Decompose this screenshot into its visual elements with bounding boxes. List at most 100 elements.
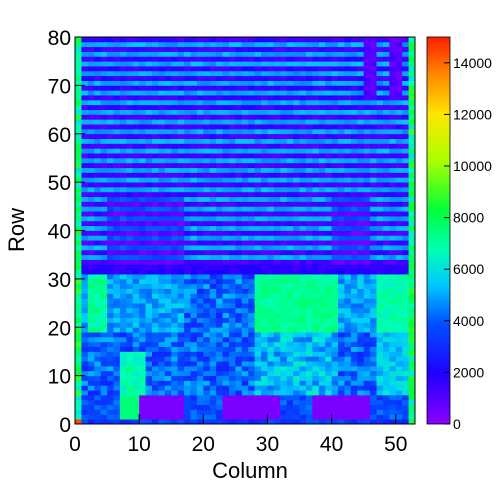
- heatmap-cell: [325, 394, 333, 401]
- heatmap-cell: [203, 346, 211, 352]
- heatmap-cell: [87, 356, 95, 362]
- heatmap-cell: [164, 361, 172, 367]
- heatmap-cell: [145, 46, 153, 52]
- heatmap-cell: [190, 56, 198, 62]
- heatmap-cell: [203, 85, 211, 91]
- heatmap-cell: [331, 186, 339, 193]
- heatmap-cell: [350, 220, 358, 227]
- heatmap-cell: [228, 414, 236, 420]
- heatmap-cell: [267, 230, 275, 236]
- heatmap-cell: [107, 356, 114, 362]
- heatmap-cell: [344, 206, 352, 212]
- heatmap-cell: [113, 215, 121, 222]
- heatmap-cell: [87, 225, 95, 231]
- heatmap-cell: [107, 288, 114, 294]
- heatmap-cell: [331, 211, 339, 217]
- heatmap-cell: [402, 104, 409, 110]
- heatmap-cell: [164, 375, 172, 381]
- heatmap-cell: [139, 293, 146, 299]
- heatmap-cell: [254, 80, 262, 86]
- heatmap-cell: [382, 90, 390, 96]
- heatmap-cell: [312, 409, 320, 415]
- heatmap-cell: [164, 370, 172, 377]
- heatmap-cell: [363, 119, 371, 125]
- heatmap-cell: [338, 56, 345, 62]
- heatmap-cell: [216, 128, 223, 135]
- heatmap-cell: [254, 230, 262, 236]
- heatmap-cell: [81, 138, 89, 144]
- heatmap-cell: [75, 298, 82, 304]
- heatmap-cell: [235, 327, 243, 333]
- heatmap-cell: [254, 312, 262, 318]
- heatmap-cell: [241, 365, 249, 372]
- heatmap-cell: [132, 196, 140, 202]
- heatmap-cell: [350, 390, 358, 396]
- heatmap-cell: [107, 167, 114, 173]
- heatmap-cell: [119, 119, 127, 125]
- heatmap-cell: [100, 148, 108, 154]
- heatmap-cell: [107, 124, 114, 130]
- heatmap-cell: [389, 162, 397, 169]
- heatmap-cell: [164, 172, 172, 178]
- heatmap-cell: [216, 196, 223, 202]
- heatmap-cell: [171, 235, 179, 241]
- heatmap-cell: [113, 138, 121, 144]
- heatmap-cell: [267, 298, 275, 304]
- heatmap-cell: [261, 196, 268, 202]
- heatmap-cell: [318, 143, 326, 149]
- heatmap-cell: [94, 104, 102, 110]
- heatmap-cell: [107, 95, 114, 101]
- heatmap-cell: [190, 264, 198, 270]
- heatmap-cell: [222, 332, 230, 338]
- heatmap-cell: [286, 409, 294, 415]
- heatmap-cell: [267, 225, 275, 231]
- heatmap-cell: [331, 332, 339, 338]
- heatmap-cell: [228, 346, 236, 352]
- heatmap-cell: [305, 157, 313, 164]
- heatmap-cell: [402, 220, 409, 227]
- heatmap-cell: [222, 90, 230, 96]
- heatmap-cell: [408, 404, 416, 410]
- heatmap-cell: [408, 365, 416, 372]
- heatmap-cell: [395, 303, 403, 309]
- heatmap-cell: [408, 138, 416, 144]
- heatmap-cell: [395, 259, 403, 265]
- heatmap-cell: [318, 356, 326, 362]
- heatmap-cell: [94, 356, 102, 362]
- heatmap-cell: [184, 394, 191, 401]
- heatmap-cell: [216, 119, 223, 125]
- heatmap-cell: [100, 196, 108, 202]
- x-axis: 0 10 20 30 40 50: [69, 414, 407, 456]
- heatmap-cell: [382, 303, 390, 309]
- heatmap-cell: [94, 370, 102, 377]
- heatmap-cell: [402, 322, 409, 328]
- heatmap-cell: [312, 196, 320, 202]
- heatmap-cell: [177, 90, 185, 96]
- heatmap-cell: [228, 409, 236, 415]
- heatmap-cell: [158, 332, 166, 338]
- heatmap-cell: [126, 365, 134, 372]
- heatmap-cell: [382, 143, 390, 149]
- heatmap-cell: [273, 278, 281, 285]
- heatmap-cell: [376, 390, 384, 396]
- heatmap-cell: [184, 124, 191, 130]
- heatmap-cell: [382, 148, 390, 154]
- heatmap-cell: [139, 259, 146, 265]
- heatmap-cell: [363, 124, 371, 130]
- heatmap-cell: [132, 249, 140, 256]
- heatmap-cell: [273, 66, 281, 72]
- heatmap-cell: [228, 240, 236, 246]
- heatmap-cell: [158, 361, 166, 367]
- heatmap-cell: [370, 196, 377, 202]
- heatmap-cell: [158, 172, 166, 178]
- heatmap-cell: [241, 293, 249, 299]
- heatmap-cell: [293, 351, 300, 357]
- heatmap-cell: [273, 80, 281, 86]
- heatmap-cell: [261, 143, 268, 149]
- heatmap-cell: [267, 172, 275, 178]
- heatmap-cell: [132, 394, 140, 401]
- heatmap-cell: [280, 119, 288, 125]
- heatmap-cell: [126, 75, 134, 81]
- heatmap-cell: [280, 225, 288, 231]
- heatmap-cell: [318, 225, 326, 231]
